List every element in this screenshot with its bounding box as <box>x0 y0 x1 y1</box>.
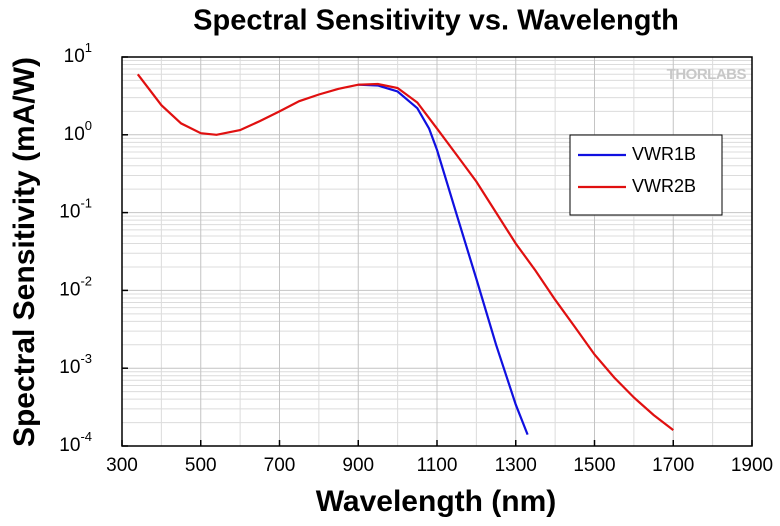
legend-label: VWR1B <box>632 144 696 164</box>
y-tick-base: 10 <box>59 202 80 223</box>
x-tick-label: 1900 <box>731 455 773 476</box>
watermark: THORLABS <box>667 66 747 83</box>
y-tick-label: 10-3 <box>59 352 92 379</box>
y-tick-exponent: -2 <box>80 274 92 289</box>
y-tick-exponent: 0 <box>85 118 92 133</box>
y-tick-base: 10 <box>59 435 80 456</box>
y-tick-exponent: -4 <box>80 429 92 444</box>
x-tick-label: 1100 <box>417 455 458 476</box>
series-line <box>358 83 529 436</box>
x-tick-label: 700 <box>264 455 296 476</box>
x-tick-label: 1700 <box>652 455 694 476</box>
series-line <box>136 73 674 431</box>
chart-title: Spectral Sensitivity vs. Wavelength <box>193 5 679 37</box>
y-tick-label: 101 <box>64 40 92 67</box>
x-tick-label: 900 <box>342 455 374 476</box>
y-tick-exponent: -3 <box>80 352 92 367</box>
x-tick-label: 1500 <box>573 455 615 476</box>
x-tick-label: 500 <box>185 455 217 476</box>
x-tick-label: 300 <box>106 455 138 476</box>
y-tick-base: 10 <box>59 279 80 300</box>
y-tick-label: 10-2 <box>59 274 92 301</box>
plot-frame <box>121 56 753 447</box>
y-tick-label: 10-1 <box>59 196 92 223</box>
y-tick-label: 100 <box>64 118 92 145</box>
y-tick-base: 10 <box>59 357 80 378</box>
y-tick-label: 10-4 <box>59 429 92 456</box>
legend-label: VWR2B <box>632 176 696 196</box>
x-axis-label: Wavelength (nm) <box>316 485 557 518</box>
y-tick-exponent: -1 <box>80 196 92 211</box>
y-tick-base: 10 <box>64 124 85 145</box>
legend-box <box>569 134 723 216</box>
x-tick-label: 1300 <box>495 455 537 476</box>
y-axis-label: Spectral Sensitivity (mA/W) <box>8 57 41 447</box>
y-tick-base: 10 <box>64 46 85 67</box>
y-tick-exponent: 1 <box>85 40 92 55</box>
